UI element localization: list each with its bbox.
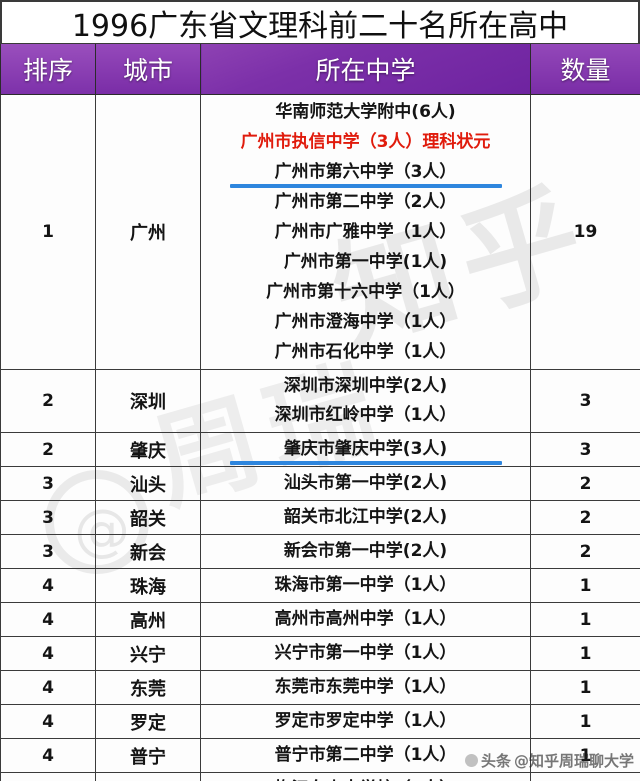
table-row: 4 罗定 罗定市罗定中学（1人） 1: [0, 704, 640, 739]
cell-count: 1: [530, 670, 640, 705]
cell-rank: 4: [0, 602, 96, 637]
school-entry: 韶关市北江中学(2人): [283, 507, 448, 527]
cell-city: 兴宁: [95, 636, 201, 671]
school-entry: 兴宁市第一中学（1人）: [274, 643, 457, 663]
cell-city: 东莞: [95, 670, 201, 705]
cell-count: 1: [530, 772, 640, 781]
cell-school-list: 深圳市深圳中学(2人) 深圳市红岭中学（1人）: [200, 369, 531, 433]
cell-rank: 2: [0, 432, 96, 467]
table-row: 4 普宁 普宁市第二中学（1人） 1: [0, 738, 640, 773]
school-entry: 普宁市第二中学（1人）: [274, 745, 457, 765]
cell-rank: 2: [0, 369, 96, 433]
cell-count: 2: [530, 500, 640, 535]
school-entry: 广州市澄海中学（1人）: [274, 312, 457, 332]
cell-school-list: 汕头市第一中学(2人): [200, 466, 531, 501]
cell-school-list: 珠海市第一中学（1人）: [200, 568, 531, 603]
cell-school-list: 东莞市东莞中学（1人）: [200, 670, 531, 705]
page-title: 1996广东省文理科前二十名所在高中: [71, 8, 569, 44]
school-entry: 汕头市第一中学(2人): [283, 473, 448, 493]
cell-city: 罗定: [95, 704, 201, 739]
school-entry: 广州市第六中学（3人）: [201, 157, 530, 187]
school-entry: 梅江东山中学校（1人）: [201, 775, 530, 781]
cell-city: 韶关: [95, 500, 201, 535]
table-row: 2 深圳 深圳市深圳中学(2人) 深圳市红岭中学（1人） 3: [0, 369, 640, 433]
cell-school-list: 高州市高州中学（1人）: [200, 602, 531, 637]
cell-rank: 4: [0, 738, 96, 773]
cell-school-list: 肇庆市肇庆中学(3人): [200, 432, 531, 467]
school-entry: 广州市第十六中学（1人）: [266, 282, 465, 302]
cell-city: 梅江: [95, 772, 201, 781]
cell-count: 1: [530, 636, 640, 671]
cell-rank: 4: [0, 568, 96, 603]
cell-count: 2: [530, 534, 640, 569]
cell-school-list: 罗定市罗定中学（1人）: [200, 704, 531, 739]
table-row: 4 高州 高州市高州中学（1人） 1: [0, 602, 640, 637]
table-body: 1 广州 华南师范大学附中(6人) 广州市执信中学（3人）理科状元 广州市第六中学（3人…: [0, 94, 640, 781]
table-row: 2 肇庆 肇庆市肇庆中学(3人) 3: [0, 432, 640, 467]
school-entry: 深圳市深圳中学(2人): [283, 376, 448, 396]
cell-count: 1: [530, 602, 640, 637]
cell-city: 高州: [95, 602, 201, 637]
school-entry: 广州市广雅中学（1人）: [274, 222, 457, 242]
cell-school-list: 新会市第一中学(2人): [200, 534, 531, 569]
column-header-city: 城市: [95, 44, 201, 95]
cell-city: 新会: [95, 534, 201, 569]
school-entry: 新会市第一中学(2人): [283, 541, 448, 561]
school-entry: 深圳市红岭中学（1人）: [274, 405, 457, 425]
cell-rank: 4: [0, 704, 96, 739]
table-header-row: 排序 城市 所在中学 数量: [0, 44, 640, 95]
table-row: 1 广州 华南师范大学附中(6人) 广州市执信中学（3人）理科状元广州市第六中学（3人…: [0, 94, 640, 370]
table-row: 4 兴宁 兴宁市第一中学（1人） 1: [0, 636, 640, 671]
cell-school-list: 华南师范大学附中(6人) 广州市执信中学（3人）理科状元广州市第六中学（3人） 广州…: [200, 94, 531, 370]
school-entry-highlighted: 广州市执信中学（3人）理科状元: [240, 132, 491, 152]
table-row: 4 珠海 珠海市第一中学（1人） 1: [0, 568, 640, 603]
cell-count: 3: [530, 369, 640, 433]
table-row: 3 新会 新会市第一中学(2人) 2: [0, 534, 640, 569]
cell-city: 广州: [95, 94, 201, 370]
table-row: 3 韶关 韶关市北江中学(2人) 2: [0, 500, 640, 535]
school-entry: 珠海市第一中学（1人）: [274, 575, 457, 595]
cell-rank: 3: [0, 466, 96, 501]
table-title-row: 1996广东省文理科前二十名所在高中: [0, 0, 640, 44]
school-entry: 广州市石化中学（1人）: [274, 342, 457, 362]
cell-count: 3: [530, 432, 640, 467]
cell-school-list: 梅江东山中学校（1人）: [200, 772, 531, 781]
school-entry: 肇庆市肇庆中学(3人): [201, 435, 530, 464]
table-row: 3 汕头 汕头市第一中学(2人) 2: [0, 466, 640, 501]
column-header-rank: 排序: [0, 44, 96, 95]
cell-city: 肇庆: [95, 432, 201, 467]
cell-count: 1: [530, 704, 640, 739]
school-entry: 东莞市东莞中学（1人）: [274, 677, 457, 697]
cell-rank: 3: [0, 534, 96, 569]
cell-rank: 3: [0, 500, 96, 535]
cell-count: 1: [530, 738, 640, 773]
cell-count: 1: [530, 568, 640, 603]
table-row: 4梅江梅江东山中学校（1人）1: [0, 772, 640, 781]
school-entry: 罗定市罗定中学（1人）: [274, 711, 457, 731]
schools-table: 排序 城市 所在中学 数量 1 广州 华南师范大学附中(6人) 广州市执信中学（3人）…: [0, 44, 640, 781]
school-entry: 高州市高州中学（1人）: [274, 609, 457, 629]
cell-rank: 4: [0, 670, 96, 705]
cell-city: 汕头: [95, 466, 201, 501]
cell-count: 2: [530, 466, 640, 501]
cell-city: 珠海: [95, 568, 201, 603]
cell-rank: 1: [0, 94, 96, 370]
cell-city: 深圳: [95, 369, 201, 433]
cell-school-list: 兴宁市第一中学（1人）: [200, 636, 531, 671]
cell-rank: 4: [0, 772, 96, 781]
table-row: 4 东莞 东莞市东莞中学（1人） 1: [0, 670, 640, 705]
cell-count: 19: [530, 94, 640, 370]
school-entry: 华南师范大学附中(6人): [275, 102, 456, 122]
column-header-count: 数量: [530, 44, 640, 95]
cell-city: 普宁: [95, 738, 201, 773]
column-header-school: 所在中学: [200, 44, 531, 95]
cell-school-list: 韶关市北江中学(2人): [200, 500, 531, 535]
cell-rank: 4: [0, 636, 96, 671]
cell-school-list: 普宁市第二中学（1人）: [200, 738, 531, 773]
school-entry: 广州市第二中学（2人）: [274, 192, 457, 212]
school-entry: 广州市第一中学(1人): [283, 252, 448, 272]
